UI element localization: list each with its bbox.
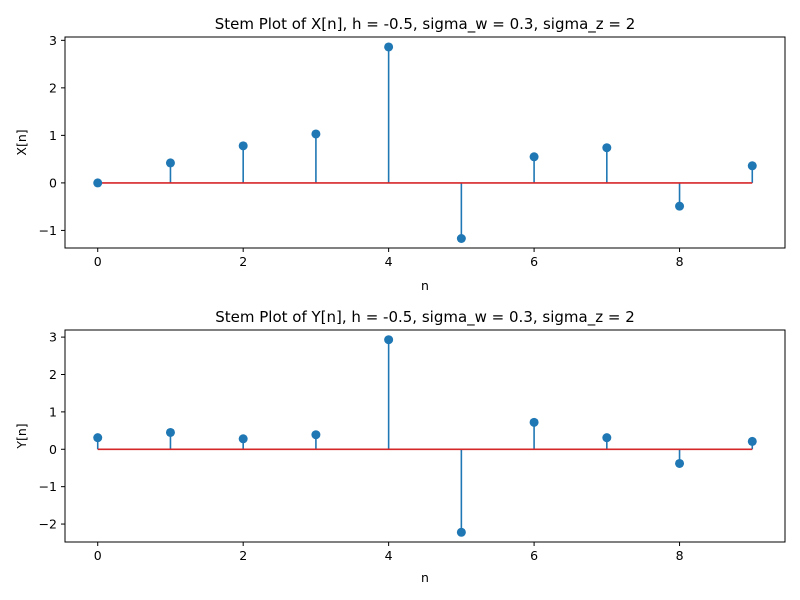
x-ticks: 0 2 4 6 8	[94, 542, 684, 563]
stem-marker	[238, 434, 248, 444]
stem-marks	[93, 335, 757, 537]
stem-marker	[165, 427, 175, 437]
x-ticks: 0 2 4 6 8	[94, 248, 684, 269]
stem-marker	[384, 42, 394, 52]
stem-marks	[93, 42, 757, 243]
stem-marker	[456, 233, 466, 243]
stem-marker	[238, 141, 248, 151]
y-axis-label: X[n]	[14, 129, 29, 155]
y-tick-label: 2	[49, 367, 57, 382]
stem-marker	[311, 430, 321, 440]
x-axis-label: n	[421, 570, 429, 585]
x-axis-label: n	[421, 278, 429, 293]
x-tick-label: 6	[530, 548, 538, 563]
y-tick-label: −2	[39, 517, 57, 532]
y-axis-label: Y[n]	[14, 423, 29, 449]
stem-marker	[93, 433, 103, 443]
stem-marker	[456, 527, 466, 537]
stem-marker	[675, 201, 685, 211]
y-tick-label: 3	[49, 330, 57, 345]
y-tick-label: 1	[49, 128, 57, 143]
stem-marker	[747, 436, 757, 446]
y-tick-label: −1	[39, 479, 57, 494]
y-tick-label: 0	[49, 175, 57, 190]
axes-frame	[64, 36, 786, 249]
subplot-y: Stem Plot of Y[n], h = -0.5, sigma_w = 0…	[14, 308, 786, 585]
y-tick-label: −1	[39, 223, 57, 238]
y-tick-label: 0	[49, 442, 57, 457]
x-tick-label: 8	[676, 254, 684, 269]
stem-marker	[384, 335, 394, 345]
axes-frame	[64, 329, 786, 543]
y-tick-label: 3	[49, 33, 57, 48]
subplot-x: Stem Plot of X[n], h = -0.5, sigma_w = 0…	[14, 15, 786, 293]
x-tick-label: 4	[385, 254, 393, 269]
chart-title: Stem Plot of X[n], h = -0.5, sigma_w = 0…	[215, 15, 636, 34]
x-tick-label: 0	[94, 548, 102, 563]
y-tick-label: 1	[49, 404, 57, 419]
stem-marker	[311, 129, 321, 139]
x-tick-label: 0	[94, 254, 102, 269]
x-tick-label: 8	[676, 548, 684, 563]
stem-marker	[675, 458, 685, 468]
x-tick-label: 4	[385, 548, 393, 563]
stem-marker	[93, 178, 103, 188]
y-tick-label: 2	[49, 80, 57, 95]
x-tick-label: 6	[530, 254, 538, 269]
stem-marker	[747, 161, 757, 171]
stem-marker	[529, 417, 539, 427]
chart-title: Stem Plot of Y[n], h = -0.5, sigma_w = 0…	[215, 308, 635, 327]
stem-marker	[602, 143, 612, 153]
x-tick-label: 2	[239, 254, 247, 269]
stem-marker	[165, 158, 175, 168]
y-ticks: −1 0 1 2 3	[39, 33, 65, 238]
y-ticks: −2 −1 0 1 2 3	[39, 330, 65, 532]
stem-marker	[602, 433, 612, 443]
stem-marker	[529, 152, 539, 162]
x-tick-label: 2	[239, 548, 247, 563]
